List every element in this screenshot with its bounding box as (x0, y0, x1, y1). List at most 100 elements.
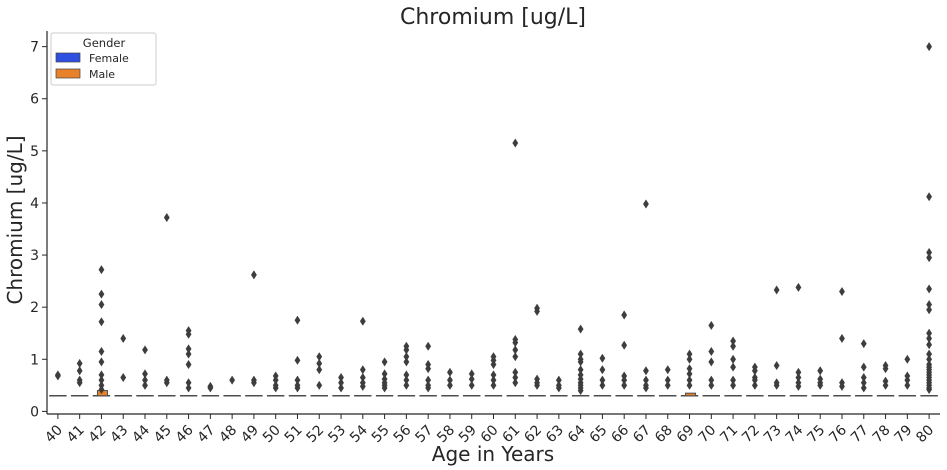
outlier-point (76, 358, 83, 369)
outlier-point (512, 352, 519, 362)
outlier-point (860, 362, 867, 372)
outlier-point (98, 265, 105, 275)
outlier-point (773, 380, 780, 390)
y-tick-label: 0 (30, 404, 39, 420)
x-tick-label: 47 (195, 422, 219, 446)
box (685, 392, 697, 397)
x-tick-label: 49 (238, 422, 262, 446)
x-tick-label: 72 (739, 422, 763, 446)
outlier-point (817, 380, 824, 390)
outlier-point (621, 310, 628, 320)
x-tick-label: 65 (587, 422, 611, 446)
outlier-point (904, 380, 911, 390)
outlier-point (142, 380, 148, 390)
y-tick-label: 2 (30, 300, 39, 316)
outlier-point (512, 138, 519, 148)
outlier-point (555, 383, 562, 393)
outlier-point (163, 378, 170, 388)
outlier-point (664, 380, 671, 390)
outlier-point (98, 317, 105, 327)
outlier-point (839, 381, 845, 391)
outlier-point (664, 365, 671, 375)
outlier-point (839, 333, 845, 344)
x-tick-label: 71 (717, 422, 741, 446)
outlier-point (98, 289, 105, 299)
outlier-point (76, 366, 83, 376)
outlier-point (926, 340, 933, 350)
y-tick-label: 5 (30, 144, 39, 160)
outlier-point (447, 367, 453, 377)
outlier-point (98, 300, 105, 310)
outlier-point (185, 359, 192, 370)
outlier-point (98, 384, 105, 395)
outlier-point (860, 339, 867, 349)
outlier-point (621, 340, 628, 350)
outlier-point (730, 341, 737, 351)
outlier-point (76, 378, 83, 388)
outlier-point (120, 333, 127, 344)
outlier-point (882, 364, 889, 374)
outlier-point (773, 285, 780, 295)
outlier-point (98, 357, 105, 367)
outlier-point (599, 380, 606, 390)
outlier-point (381, 383, 388, 393)
outlier-point (708, 380, 715, 390)
legend-swatch-male (55, 68, 81, 79)
x-tick-label: 55 (369, 422, 393, 446)
outlier-point (294, 355, 301, 365)
y-tick-label: 4 (30, 196, 39, 212)
outlier-point (512, 378, 519, 388)
x-tick-label: 48 (216, 422, 240, 446)
outlier-point (250, 270, 257, 280)
outlier-point (839, 286, 845, 297)
outlier-point (904, 354, 911, 364)
outlier-point (120, 372, 127, 383)
outlier-point (490, 380, 497, 390)
outlier-point (773, 360, 780, 371)
outlier-point (381, 357, 388, 367)
x-tick-label: 46 (173, 422, 197, 446)
outlier-point (425, 364, 432, 374)
outlier-point (599, 365, 606, 375)
outlier-point (860, 383, 867, 393)
outlier-point (272, 383, 279, 393)
x-tick-label: 70 (696, 422, 720, 446)
x-tick-label: 43 (107, 422, 131, 446)
x-axis-label: Age in Years (432, 442, 554, 466)
outlier-point (577, 385, 584, 396)
outlier-point (730, 362, 737, 372)
plot-area (49, 42, 938, 397)
x-tick-label: 73 (761, 422, 785, 446)
x-tick-label: 75 (804, 422, 828, 446)
outlier-point (185, 349, 192, 359)
x-tick-label: 42 (86, 422, 110, 446)
outlier-point (316, 380, 323, 390)
outlier-point (316, 365, 323, 375)
outlier-point (926, 284, 933, 294)
outlier-point (534, 380, 540, 390)
outlier-point (403, 357, 410, 367)
y-axis-label: Chromium [ug/L] (3, 135, 27, 304)
outlier-point (926, 253, 933, 263)
outlier-point (534, 306, 540, 316)
x-tick-label: 66 (608, 422, 632, 446)
outlier-point (926, 42, 933, 52)
x-tick-label: 44 (129, 422, 153, 446)
x-tick-label: 54 (347, 422, 371, 446)
outlier-point (708, 346, 715, 357)
outlier-point (207, 383, 214, 393)
legend: Gender Female Male (50, 32, 157, 86)
x-tick-label: 53 (325, 422, 349, 446)
x-axis: 4041424344454647484950515253545556575859… (42, 413, 940, 446)
outlier-point (817, 366, 824, 376)
outlier-point (686, 354, 693, 364)
x-tick-label: 51 (282, 422, 306, 446)
y-axis: 0 1 2 3 4 5 6 7 (30, 31, 48, 420)
x-tick-label: 45 (151, 422, 175, 446)
outlier-point (425, 383, 432, 393)
outlier-point (926, 305, 933, 315)
outlier-point (425, 341, 432, 351)
x-tick-label: 50 (260, 422, 284, 446)
x-tick-label: 40 (42, 422, 66, 446)
outlier-point (359, 381, 366, 391)
